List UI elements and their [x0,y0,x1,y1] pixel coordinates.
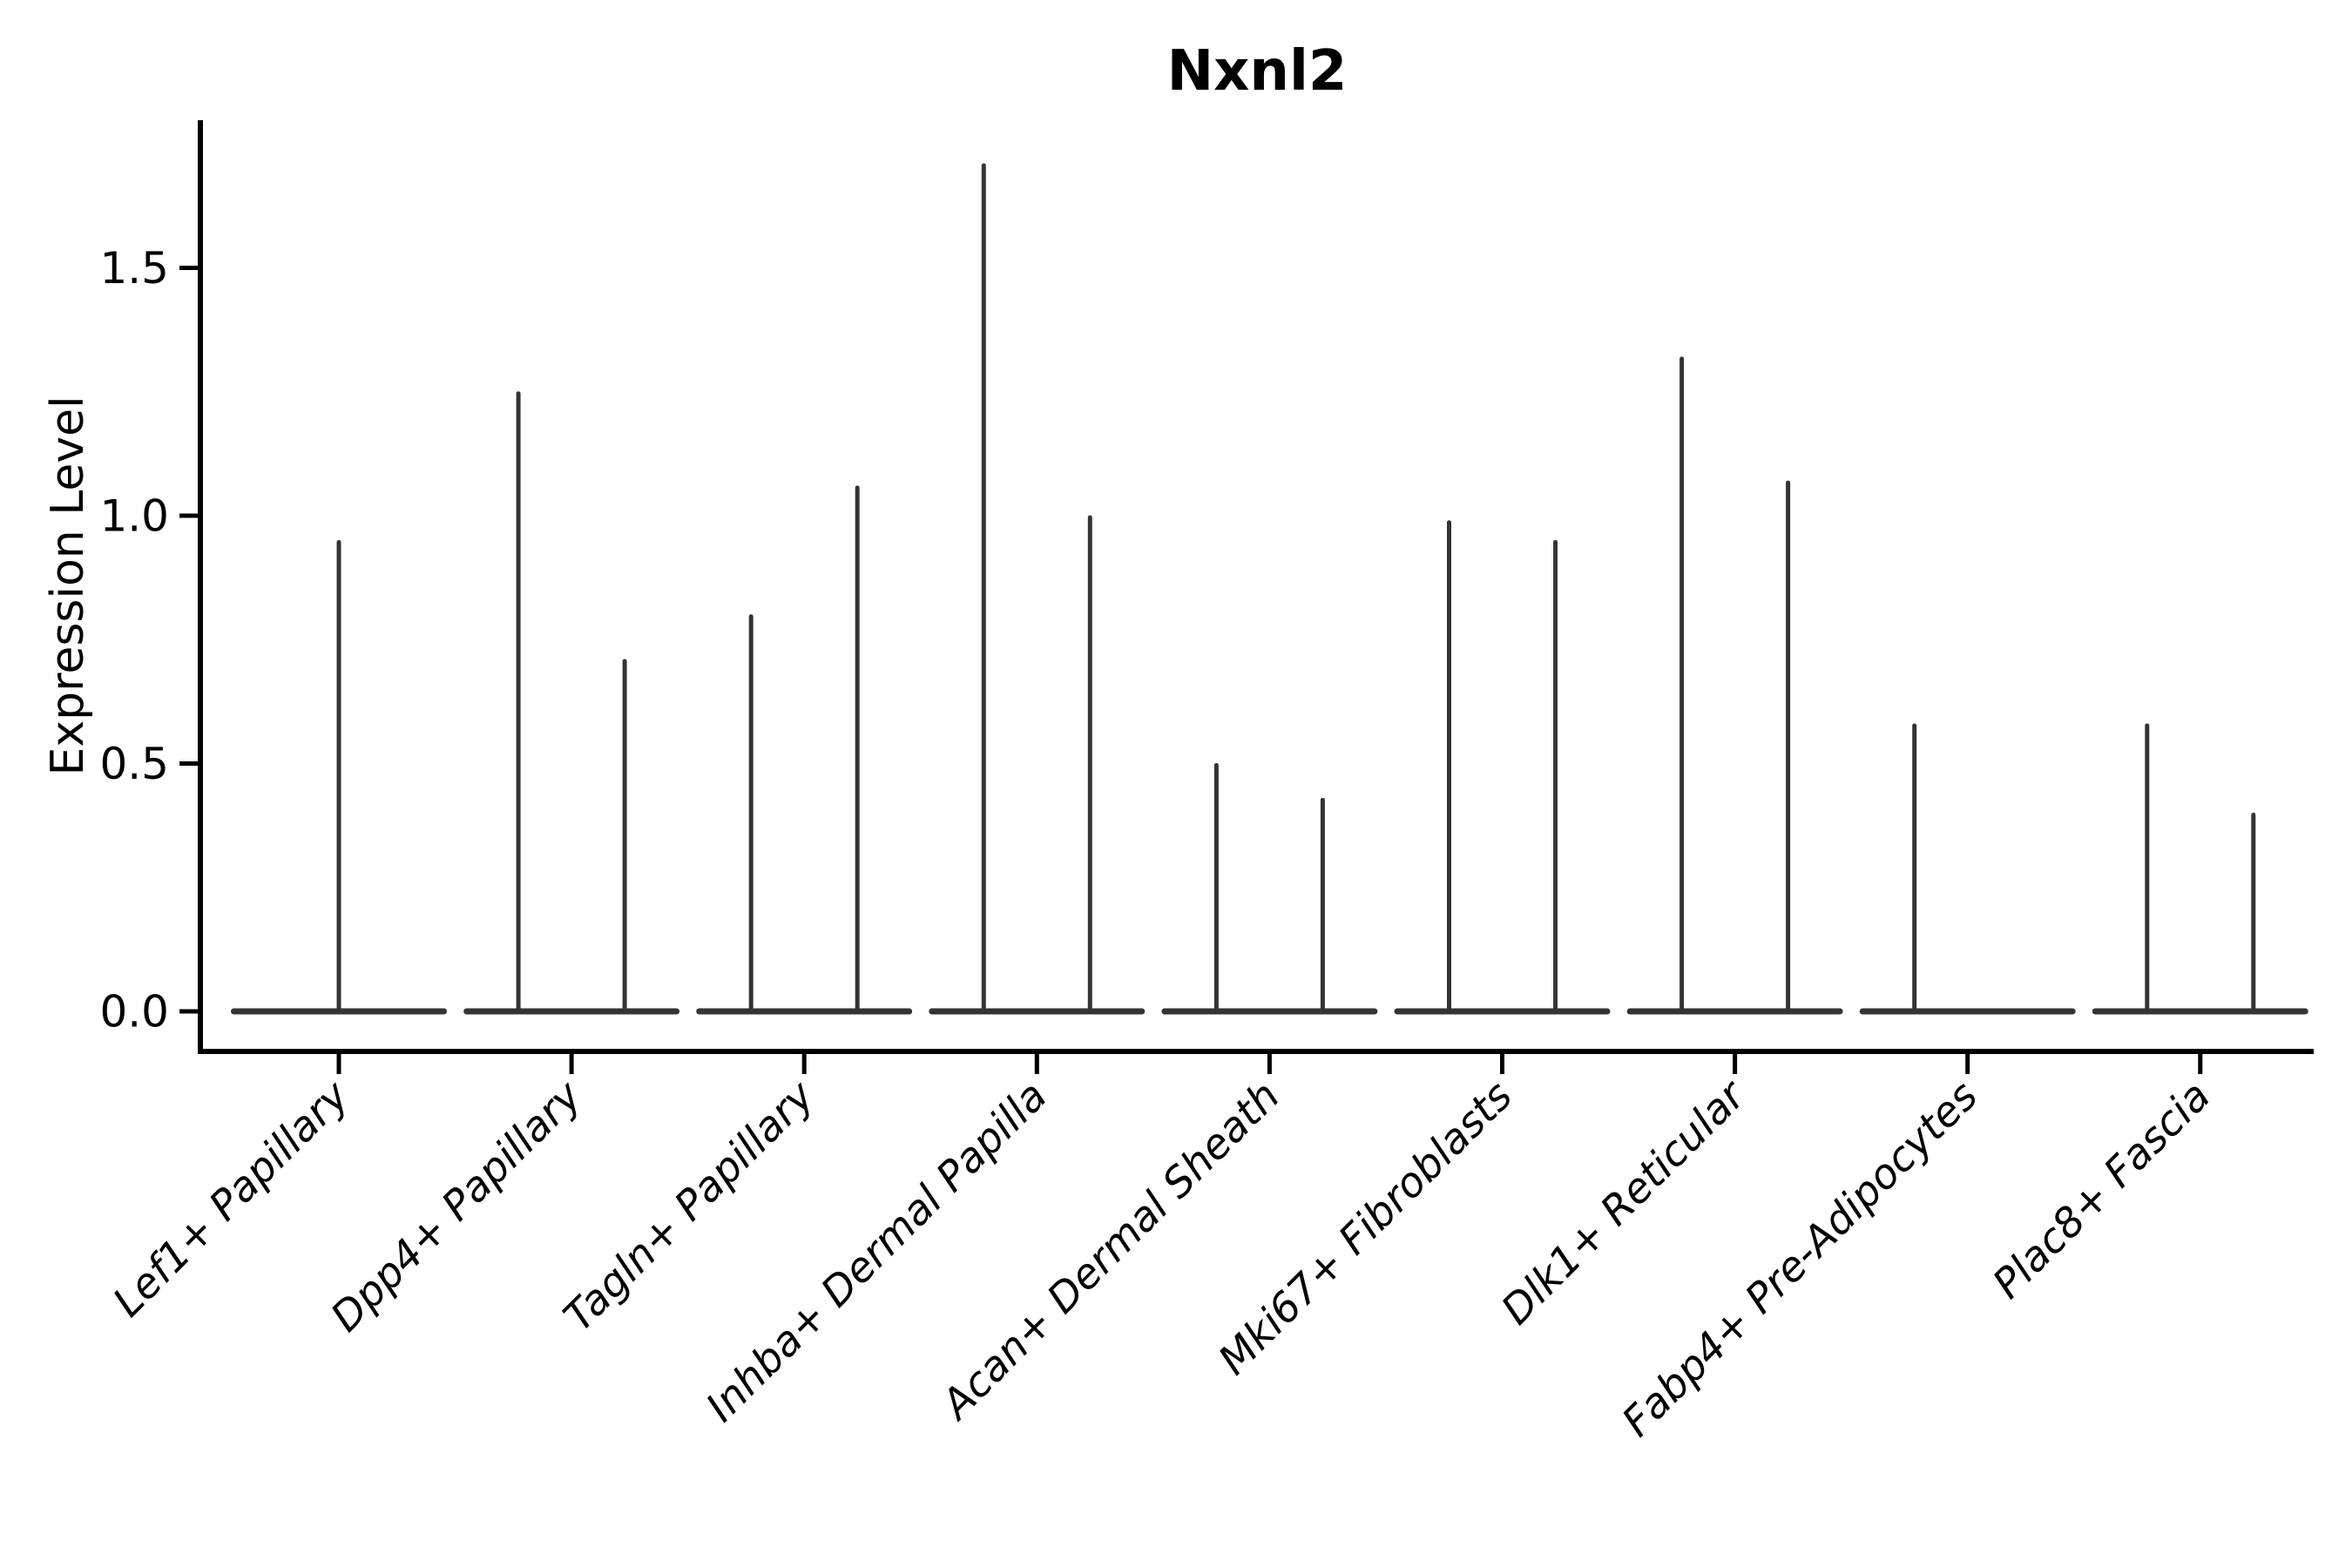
x-tick-mark [1500,1054,1504,1074]
violin-baseline [696,1008,913,1015]
violin-baseline [1161,1008,1378,1015]
y-tick-mark [179,513,198,518]
violin-baseline [1626,1008,1843,1015]
y-tick-label: 1.5 [99,243,169,294]
y-axis-title: Expression Level [42,395,94,775]
x-tick-label: Tagln+ Papillary [555,1071,825,1342]
violin-baseline [463,1008,680,1015]
violin-baseline [1859,1008,2076,1015]
x-tick-mark [569,1054,574,1074]
violin-baseline [1394,1008,1611,1015]
y-tick-mark [179,761,198,766]
y-tick-mark [179,266,198,270]
y-axis-spine [198,120,203,1054]
x-tick-mark [1034,1054,1039,1074]
y-tick-label: 0.5 [99,739,169,789]
violin-baseline [929,1008,1146,1015]
x-tick-mark [1267,1054,1272,1074]
x-tick-mark [2198,1054,2203,1074]
violin-baseline [2092,1008,2308,1015]
x-tick-mark [801,1054,807,1074]
x-axis-spine [198,1049,2314,1054]
y-tick-label: 0.0 [99,987,169,1037]
chart-title: Nxnl2 [1167,39,1348,104]
y-tick-label: 1.0 [99,491,169,542]
x-tick-label: Dlk1+ Reticular [1492,1071,1756,1335]
x-tick-mark [1733,1054,1738,1074]
x-tick-mark [336,1054,341,1074]
x-tick-label: Lef1+ Papillary [104,1071,359,1327]
x-tick-mark [1965,1054,1970,1074]
y-tick-mark [179,1009,198,1014]
x-tick-label: Plac8+ Fascia [1984,1072,2220,1308]
x-tick-label: Dpp4+ Papillary [321,1071,591,1342]
